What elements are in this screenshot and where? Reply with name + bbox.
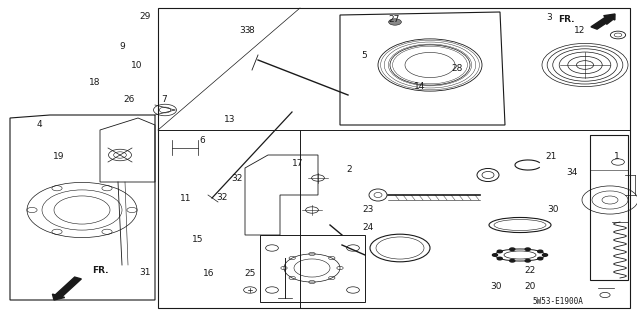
Text: 31: 31 <box>140 268 151 277</box>
Bar <box>158 8 630 308</box>
Text: 18: 18 <box>89 78 100 87</box>
Text: 28: 28 <box>452 64 463 73</box>
Text: 21: 21 <box>545 152 557 161</box>
Text: 20: 20 <box>524 282 536 291</box>
Text: 11: 11 <box>180 194 192 203</box>
Text: 9: 9 <box>119 42 125 51</box>
Text: 1: 1 <box>613 152 620 161</box>
Text: 24: 24 <box>362 223 374 232</box>
Circle shape <box>497 250 503 253</box>
Text: FR.: FR. <box>559 15 575 25</box>
Text: 19: 19 <box>53 152 64 161</box>
Circle shape <box>543 254 548 256</box>
Circle shape <box>510 248 515 251</box>
Circle shape <box>525 260 530 262</box>
Text: 14: 14 <box>413 82 425 91</box>
Circle shape <box>525 248 530 251</box>
Text: 8: 8 <box>248 26 255 35</box>
Text: 33: 33 <box>240 26 251 35</box>
Text: 2: 2 <box>347 165 352 174</box>
Text: 27: 27 <box>388 15 399 24</box>
Text: 29: 29 <box>140 12 151 21</box>
Circle shape <box>538 250 543 253</box>
Text: 16: 16 <box>203 269 215 278</box>
Text: 32: 32 <box>231 174 243 183</box>
Bar <box>590 135 628 170</box>
Text: 30: 30 <box>547 205 559 214</box>
Circle shape <box>510 260 515 262</box>
Text: 32: 32 <box>216 193 227 202</box>
Text: 12: 12 <box>574 26 585 35</box>
Text: 23: 23 <box>362 205 374 214</box>
Text: 4: 4 <box>37 120 42 129</box>
Text: 17: 17 <box>292 159 304 168</box>
Circle shape <box>497 257 503 260</box>
FancyArrow shape <box>591 14 615 29</box>
Text: 10: 10 <box>131 61 143 70</box>
Circle shape <box>492 254 497 256</box>
Text: 13: 13 <box>224 116 235 124</box>
Text: 22: 22 <box>524 266 536 275</box>
Text: FR.: FR. <box>92 266 108 275</box>
Text: 15: 15 <box>192 236 203 244</box>
Circle shape <box>538 257 543 260</box>
FancyArrow shape <box>52 277 82 300</box>
Text: 30: 30 <box>490 282 501 291</box>
Circle shape <box>389 19 401 25</box>
Text: 26: 26 <box>123 95 134 104</box>
Text: 6: 6 <box>199 136 206 145</box>
Text: 3: 3 <box>546 13 552 22</box>
Text: 34: 34 <box>566 168 578 177</box>
Text: 5: 5 <box>361 52 368 60</box>
Text: 5W53-E1900A: 5W53-E1900A <box>533 298 583 307</box>
Text: 25: 25 <box>244 269 255 278</box>
Text: 7: 7 <box>161 95 168 104</box>
